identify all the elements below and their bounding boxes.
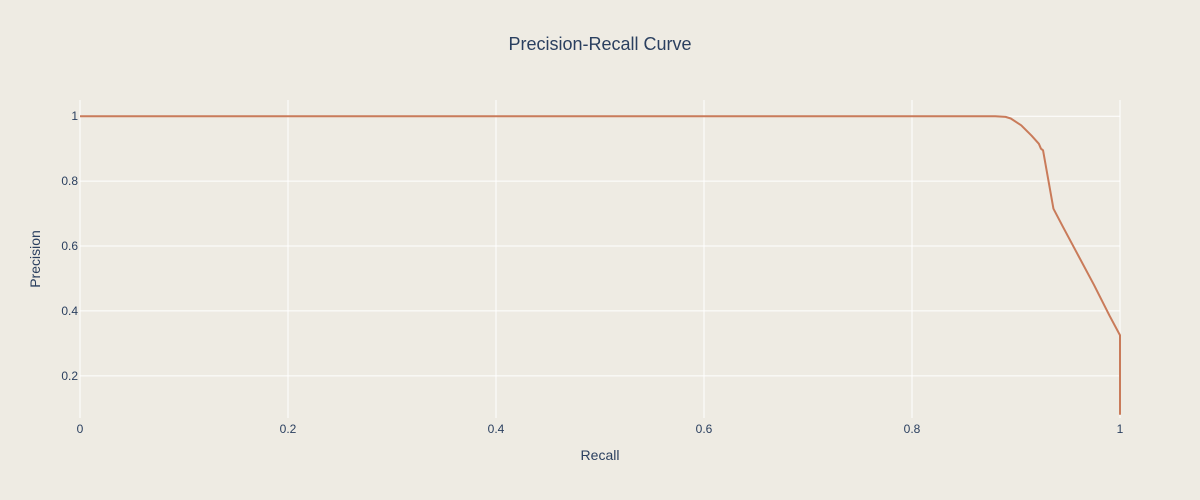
y-tick-label: 0.6 [61,239,78,253]
series-layer [80,115,1121,415]
x-tick-label: 0 [77,422,84,436]
x-axis-ticks: 0 0.2 0.4 0.6 0.8 1 [77,422,1124,436]
grid-layer [79,100,1121,418]
y-tick-label: 1 [71,109,78,123]
y-tick-label: 0.2 [61,369,78,383]
y-axis-title: Precision [27,230,43,288]
y-tick-label: 0.8 [61,174,78,188]
x-tick-label: 0.2 [280,422,297,436]
x-tick-label: 0.4 [488,422,505,436]
x-tick-label: 0.6 [696,422,713,436]
y-axis-ticks: 0.2 0.4 0.6 0.8 1 [61,109,78,383]
y-tick-label: 0.4 [61,304,78,318]
chart-title: Precision-Recall Curve [508,34,691,54]
precision-recall-line [80,115,1121,415]
x-axis-title: Recall [581,447,620,463]
x-tick-label: 1 [1117,422,1124,436]
x-tick-label: 0.8 [904,422,921,436]
